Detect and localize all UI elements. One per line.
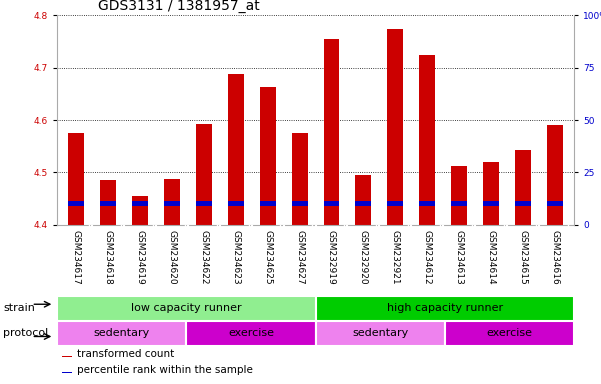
Bar [316, 296, 574, 321]
Text: percentile rank within the sample: percentile rank within the sample [77, 365, 252, 375]
Text: transformed count: transformed count [77, 349, 174, 359]
Text: GSM234617: GSM234617 [72, 230, 81, 285]
Bar [355, 201, 371, 206]
Bar [291, 132, 308, 225]
Bar [291, 201, 308, 206]
Bar [100, 201, 116, 206]
Text: strain: strain [3, 303, 35, 313]
Bar [196, 124, 212, 225]
Bar [515, 201, 531, 206]
Text: high capacity runner: high capacity runner [386, 303, 503, 313]
Text: protocol: protocol [3, 328, 48, 338]
Bar [547, 201, 563, 206]
Text: GSM234625: GSM234625 [263, 230, 272, 284]
Text: GSM234623: GSM234623 [231, 230, 240, 284]
Bar [57, 321, 186, 346]
Bar [69, 201, 84, 206]
Text: exercise: exercise [228, 328, 274, 338]
Bar [445, 321, 574, 346]
Text: exercise: exercise [486, 328, 532, 338]
Bar [164, 201, 180, 206]
Bar [228, 201, 244, 206]
Bar [100, 180, 116, 225]
Text: GSM234615: GSM234615 [519, 230, 528, 285]
Text: GSM234612: GSM234612 [423, 230, 432, 284]
Bar [260, 87, 276, 225]
Text: GSM232919: GSM232919 [327, 230, 336, 285]
Bar [355, 175, 371, 225]
Bar [451, 166, 467, 225]
Bar [387, 201, 403, 206]
Text: GSM234618: GSM234618 [103, 230, 112, 285]
Text: sedentary: sedentary [352, 328, 408, 338]
Bar [323, 39, 340, 225]
Text: GSM232921: GSM232921 [391, 230, 400, 284]
Bar [483, 201, 499, 206]
Text: GSM234614: GSM234614 [486, 230, 495, 284]
Bar [483, 162, 499, 225]
Text: low capacity runner: low capacity runner [131, 303, 242, 313]
Bar [323, 201, 340, 206]
Bar [196, 201, 212, 206]
Bar [419, 55, 435, 225]
Text: GSM234622: GSM234622 [200, 230, 209, 284]
Bar [63, 356, 72, 357]
Bar [260, 201, 276, 206]
Text: GSM234620: GSM234620 [168, 230, 177, 284]
Text: GSM234619: GSM234619 [136, 230, 145, 285]
Bar [164, 179, 180, 225]
Bar [186, 321, 316, 346]
Bar [316, 321, 445, 346]
Bar [451, 201, 467, 206]
Bar [515, 151, 531, 225]
Bar [547, 125, 563, 225]
Text: sedentary: sedentary [94, 328, 150, 338]
Bar [132, 201, 148, 206]
Bar [132, 196, 148, 225]
Text: GSM232920: GSM232920 [359, 230, 368, 284]
Text: GDS3131 / 1381957_at: GDS3131 / 1381957_at [99, 0, 260, 13]
Bar [57, 296, 316, 321]
Text: GSM234616: GSM234616 [551, 230, 560, 285]
Bar [63, 372, 72, 373]
Text: GSM234613: GSM234613 [454, 230, 463, 285]
Bar [228, 74, 244, 225]
Bar [387, 30, 403, 225]
Bar [69, 133, 84, 225]
Text: GSM234627: GSM234627 [295, 230, 304, 284]
Bar [419, 201, 435, 206]
